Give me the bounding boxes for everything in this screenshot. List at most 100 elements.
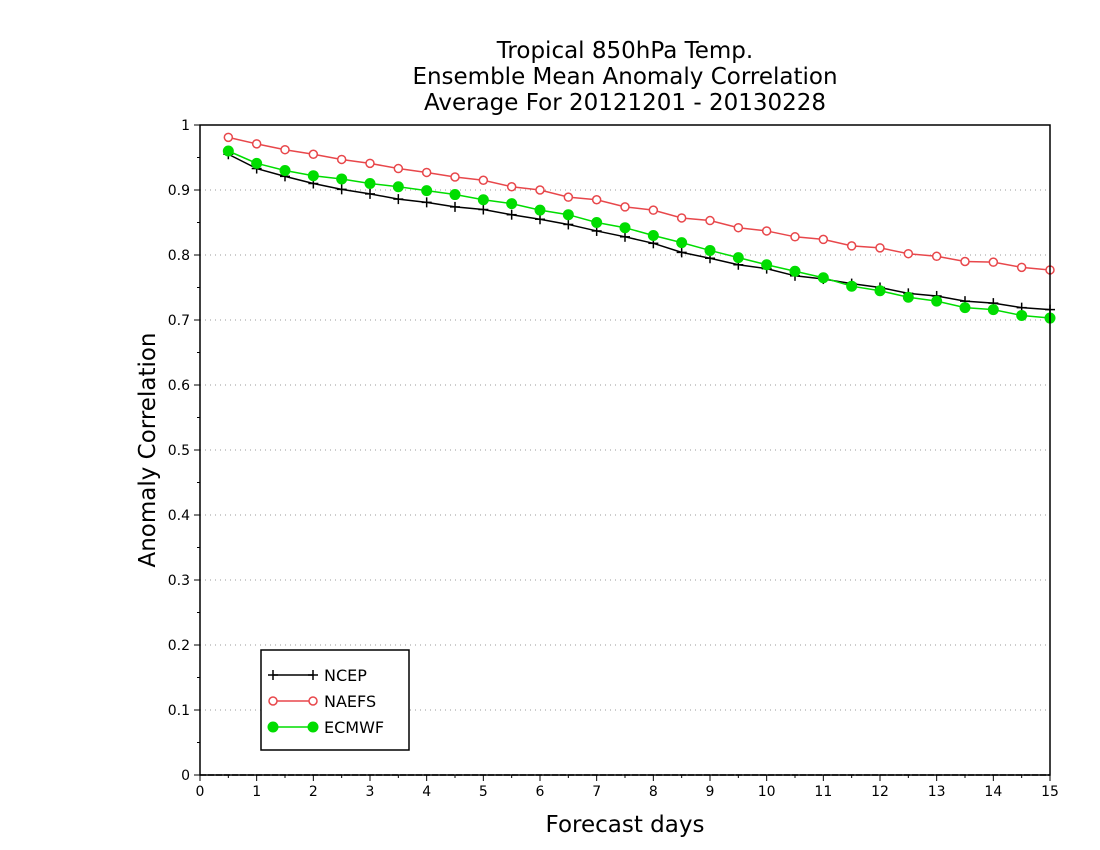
point-ecmwf [761,259,773,271]
point-ecmwf [732,252,744,264]
point-naefs [421,167,432,178]
legend-marker-ncep [308,670,318,680]
point-ncep [421,197,432,208]
point-ecmwf [279,165,291,176]
chart-title-line-2: Ensemble Mean Anomaly Correlation [412,64,837,90]
x-tick-label: 14 [984,784,1002,800]
legend-marker-naefs [308,696,318,706]
series-layer [222,132,1056,324]
point-ecmwf [392,181,404,193]
point-ecmwf [421,185,433,197]
x-tick-label: 11 [814,784,832,800]
point-ncep [336,184,347,195]
legend: NCEP NAEFS ECMWF [260,649,410,751]
point-ecmwf [307,170,319,182]
point-naefs [705,215,715,226]
point-naefs [761,226,772,236]
legend-box [260,649,410,751]
series-ecmwf [222,145,1056,324]
legend-label-naefs: NAEFS [324,692,376,711]
point-naefs [931,251,942,262]
series-line-naefs [228,136,1051,271]
point-naefs [903,248,914,259]
legend-marker-ecmwf [307,721,319,733]
x-tick-label: 12 [871,784,889,800]
point-ecmwf [364,178,376,189]
point-ecmwf [506,198,518,210]
point-ecmwf [591,217,603,228]
ticks-layer: 00.10.20.30.40.50.60.70.80.910 1 2 3 4 5 6 7 8 9 1… [168,118,1059,800]
x-axis-label: Forecast days [546,812,705,838]
series-ncep [223,149,1055,315]
point-ecmwf [562,209,574,221]
chart-title-line-3: Average For 20121201 - 20130228 [424,90,826,116]
point-naefs [875,243,885,253]
point-naefs [506,182,517,192]
point-ncep [535,214,545,225]
y-tick-label: 0.6 [168,378,190,394]
y-tick-label: 0.8 [168,248,190,264]
point-ecmwf [846,280,858,292]
x-tick-label: 8 [649,784,658,800]
x-tick-label: 6 [536,784,545,800]
point-naefs [1016,262,1027,273]
point-naefs [450,172,460,182]
legend-item-ecmwf: ECMWF [267,718,384,737]
y-tick-label: 0.1 [168,703,190,719]
y-tick-label: 0.2 [168,638,190,654]
point-ecmwf [619,222,631,234]
point-naefs [818,234,829,245]
point-ecmwf [902,291,914,303]
point-ecmwf [534,204,546,216]
point-ecmwf [987,304,999,316]
point-ncep [506,209,517,220]
chart-title-line-1: Tropical 850hPa Temp. [496,38,753,64]
point-naefs [960,256,970,267]
point-ecmwf [676,237,688,249]
point-ecmwf [959,302,971,314]
point-ncep [393,194,404,205]
legend-marker-ecmwf [267,721,279,733]
point-ecmwf [477,194,489,206]
point-ecmwf [336,173,348,185]
point-naefs [620,202,630,212]
point-naefs [676,213,687,223]
point-naefs [733,222,744,233]
legend-marker-naefs [268,696,278,706]
x-tick-label: 13 [928,784,946,800]
point-naefs [563,192,574,202]
y-axis-label: Anomaly Correlation [135,332,161,567]
point-naefs [591,195,602,205]
point-naefs [336,154,347,165]
x-tick-label: 7 [592,784,601,800]
point-ncep [450,201,460,212]
x-tick-label: 15 [1041,784,1059,800]
point-naefs [280,144,290,155]
point-naefs [478,175,489,185]
x-tick-label: 4 [422,784,431,800]
point-naefs [988,257,999,267]
x-tick-label: 1 [252,784,261,800]
legend-label-ncep: NCEP [324,666,367,685]
legend-marker-ncep [268,670,278,680]
point-ecmwf [449,189,461,201]
y-tick-label: 0.4 [168,508,190,524]
point-ncep [478,204,489,215]
point-ecmwf [931,295,943,307]
x-tick-label: 0 [196,784,205,800]
series-naefs [223,132,1055,275]
x-tick-label: 2 [309,784,318,800]
point-ecmwf [1016,309,1028,321]
y-tick-label: 0.3 [168,573,190,589]
point-ecmwf [647,230,659,241]
legend-item-ncep: NCEP [268,666,367,685]
x-tick-label: 10 [758,784,776,800]
point-ncep [676,247,687,258]
point-ecmwf [704,244,716,256]
legend-item-naefs: NAEFS [268,692,376,711]
legend-label-ecmwf: ECMWF [324,718,384,737]
point-ncep [620,231,630,242]
point-ncep [563,219,574,230]
